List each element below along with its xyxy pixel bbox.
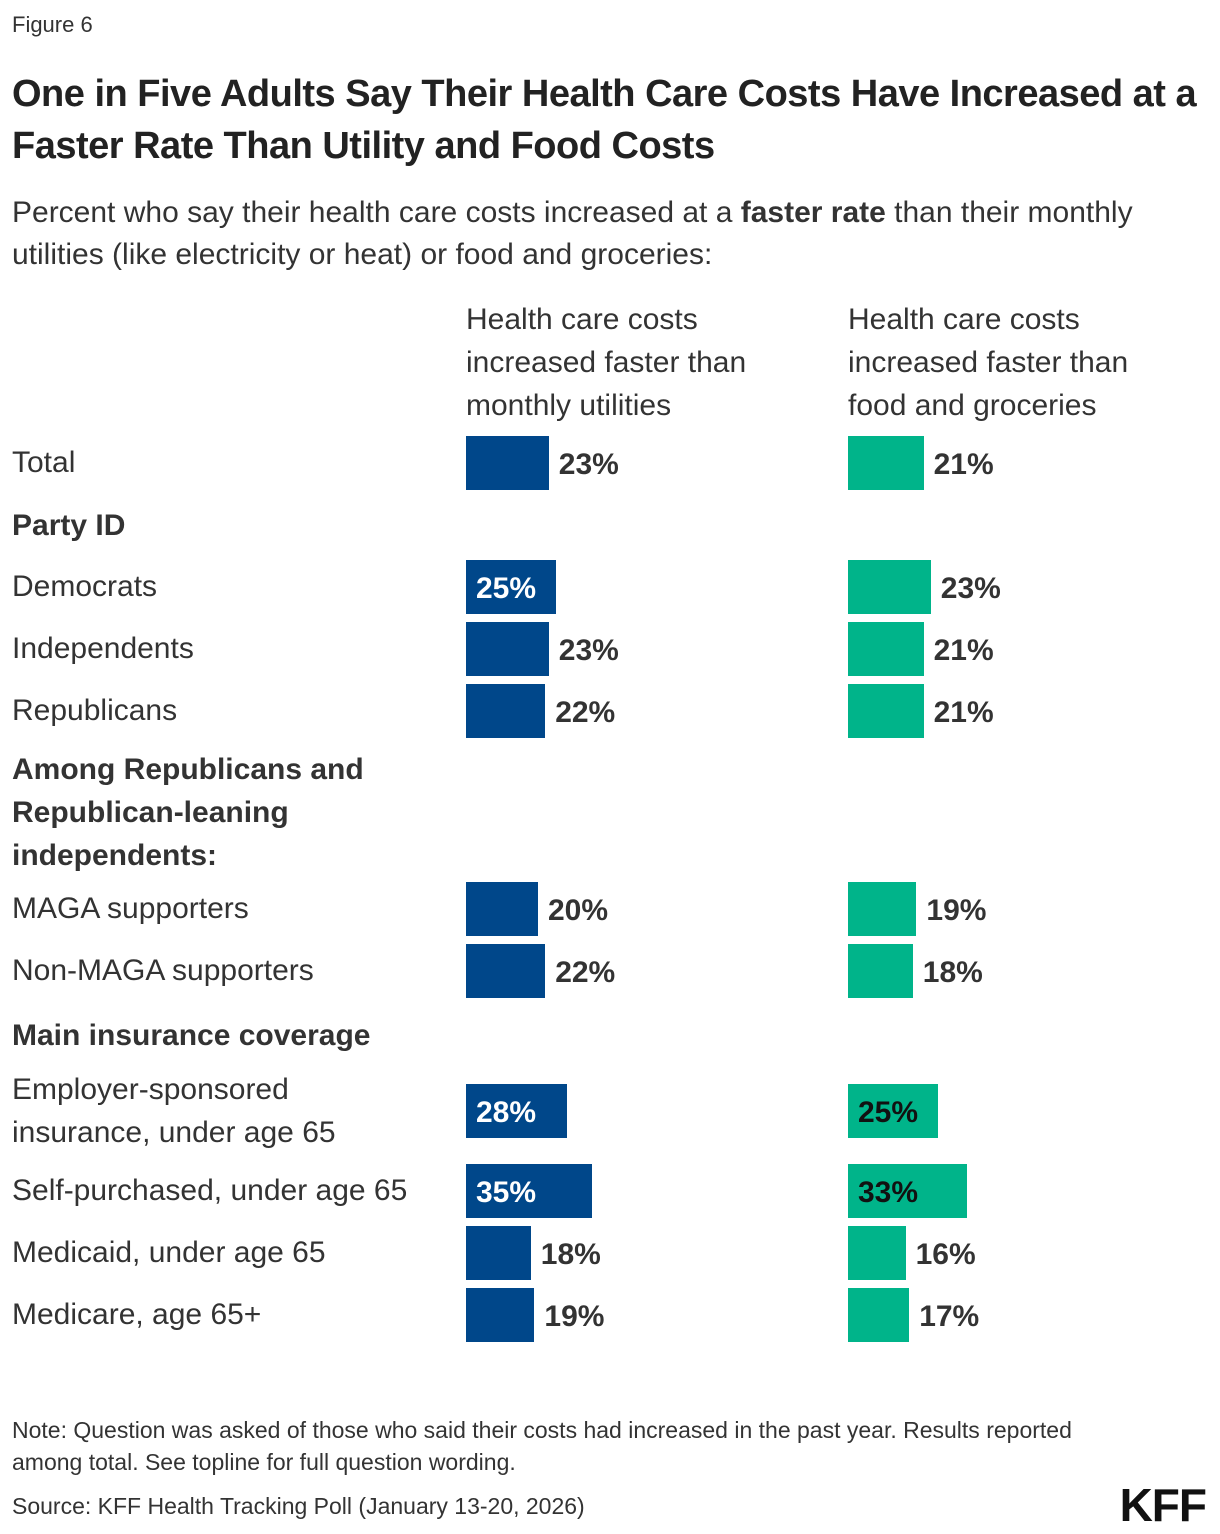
data-label: 19% — [926, 894, 987, 927]
group-header: Main insurance coverage — [12, 1019, 371, 1052]
data-label: 23% — [558, 448, 619, 481]
bar-food — [848, 560, 931, 614]
bar-utilities — [466, 944, 546, 998]
data-label: 20% — [548, 894, 609, 927]
data-label: 25% — [476, 572, 537, 605]
category-label: Medicare, age 65+ — [12, 1298, 262, 1331]
figure-label: Figure 6 — [12, 12, 93, 37]
category-label: Total — [12, 446, 76, 479]
bar-utilities — [466, 882, 538, 936]
data-label: 21% — [933, 634, 994, 667]
bar-utilities — [466, 436, 549, 490]
chart-subtitle: Percent who say their health care costs … — [12, 192, 1192, 276]
data-label: 21% — [933, 448, 994, 481]
chart-title: One in Five Adults Say Their Health Care… — [12, 73, 1197, 167]
group-header: Among Republicans and Republican-leaning… — [12, 753, 364, 872]
bar-food — [848, 1084, 938, 1138]
bar-food — [848, 684, 924, 738]
subtitle-text: Percent who say their health care costs … — [12, 196, 741, 229]
category-label: Independents — [12, 632, 194, 665]
source: Source: KFF Health Tracking Poll (Januar… — [12, 1493, 585, 1519]
data-label: 18% — [922, 956, 983, 989]
bar-food — [848, 1226, 906, 1280]
bar-utilities — [466, 622, 549, 676]
category-label: MAGA supporters — [12, 892, 249, 925]
data-label: 21% — [933, 696, 994, 729]
bar-food — [848, 1288, 910, 1342]
bar-food — [848, 944, 913, 998]
subtitle-emphasis: faster rate — [740, 196, 886, 229]
bar-utilities — [466, 684, 546, 738]
bar-utilities — [466, 560, 556, 614]
column-header-utilities: Health care costs increased faster than … — [466, 303, 747, 422]
group-header: Party ID — [12, 509, 126, 542]
data-label: 22% — [555, 956, 616, 989]
data-label: 33% — [858, 1176, 919, 1209]
bar-food — [848, 436, 924, 490]
category-label: Non-MAGA supporters — [12, 954, 314, 987]
data-label: 35% — [476, 1176, 537, 1209]
bar-utilities — [466, 1288, 535, 1342]
category-label: Self-purchased, under age 65 — [12, 1174, 408, 1207]
bar-food — [848, 1164, 967, 1218]
data-label: 19% — [544, 1300, 605, 1333]
kff-logo: KFF — [1119, 1479, 1207, 1531]
bar-food — [848, 622, 924, 676]
category-label: Employer-sponsored insurance, under age … — [12, 1073, 336, 1149]
category-label: Republicans — [12, 694, 178, 727]
data-label: 22% — [555, 696, 616, 729]
bar-food — [848, 882, 917, 936]
bar-utilities — [466, 1084, 567, 1138]
data-label: 28% — [476, 1096, 537, 1129]
data-label: 25% — [858, 1096, 919, 1129]
subtitle-text-end: than their monthly utilities (like elect… — [12, 196, 1133, 271]
bar-utilities — [466, 1164, 592, 1218]
bar-utilities — [466, 1226, 531, 1280]
category-label: Medicaid, under age 65 — [12, 1236, 326, 1269]
column-header-food: Health care costs increased faster than … — [848, 303, 1129, 422]
data-label: 16% — [915, 1238, 976, 1271]
note: Note: Question was asked of those who sa… — [12, 1417, 1072, 1475]
data-label: 23% — [940, 572, 1001, 605]
data-label: 18% — [540, 1238, 601, 1271]
data-label: 23% — [558, 634, 619, 667]
data-label: 17% — [919, 1300, 980, 1333]
category-label: Democrats — [12, 570, 158, 603]
